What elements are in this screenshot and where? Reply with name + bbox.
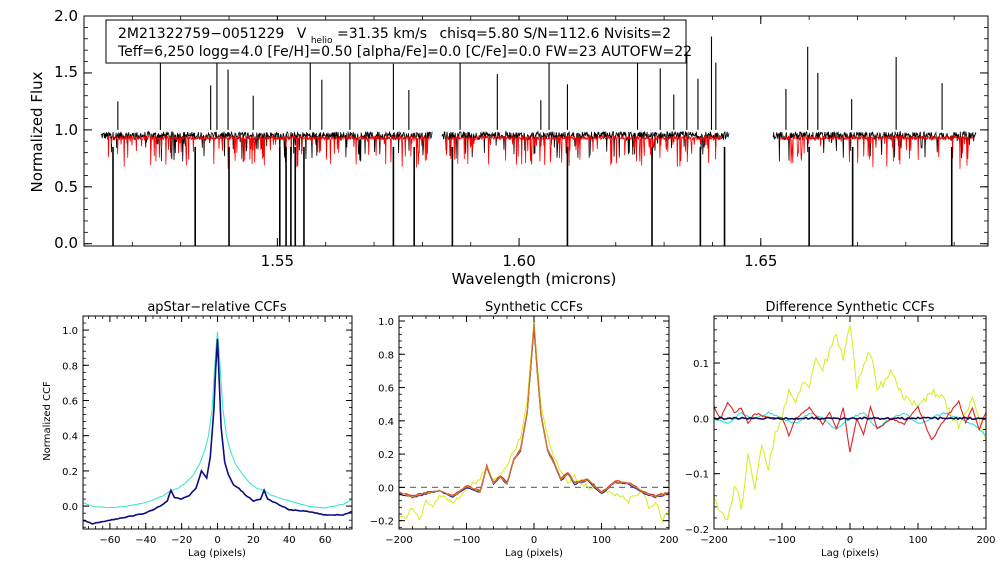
spectrum-annotation-line2: Teff=6,250 logg=4.0 [Fe/H]=0.50 [alpha/F… [117, 44, 692, 60]
synthetic-ccf-ytick-label: −0.2 [370, 517, 394, 528]
apstar-ccf-xtick-label: 60 [319, 535, 332, 546]
apstar-ccf-series-visit-2 [82, 338, 353, 525]
spectrum-annotation-line1: 2M21322759−0051229 V helio =31.35 km/s c… [118, 26, 671, 47]
difference-ccf-x-axis-label: Lag (pixels) [821, 548, 879, 559]
spectrum-xtick-label: 1.65 [744, 252, 777, 270]
apstar-ccf-ytick-label: 0.6 [62, 396, 78, 407]
apstar-ccf-ticks [83, 316, 352, 529]
apstar-ccf-panel: apStar−relative CCFs −60 −40 −20 0 20 40… [42, 300, 353, 559]
spectrum-ticks [83, 15, 988, 246]
star-id: 2M21322759−0051229 [118, 26, 284, 42]
apstar-ccf-ytick-label: 1.0 [62, 326, 78, 337]
synthetic-ccf-series-orange [398, 320, 670, 498]
difference-ccf-series-navy [713, 416, 987, 421]
observed-spectrum-line [772, 130, 977, 162]
spectrum-ytick-label: 0.5 [54, 178, 78, 196]
difference-ccf-panel: Difference Synthetic CCFs −200 −100 0 10… [685, 300, 996, 559]
apstar-ccf-xtick-label: −40 [135, 535, 156, 546]
synthetic-ccf-ytick-label: 0.8 [378, 350, 394, 361]
spectrum-xtick-label: 1.60 [502, 252, 535, 270]
difference-ccf-series-cyan [713, 410, 987, 436]
synthetic-ccf-series-blue [398, 327, 670, 499]
apstar-ccf-xtick-label: 40 [283, 535, 296, 546]
difference-ccf-xtick-label: 0 [847, 535, 853, 546]
apstar-ccf-y-axis-label: Normalized CCF [42, 381, 53, 461]
apstar-ccf-series-group [82, 331, 353, 525]
synthetic-ccf-xtick-label: 200 [659, 535, 678, 546]
spectrum-panel: 0.0 0.5 1.0 1.5 2.0 1.55 1.60 1.65 Wavel… [28, 7, 989, 288]
synthetic-ccf-plot-frame [398, 315, 670, 530]
fit-stats: chisq=5.80 S/N=112.6 Nvisits=2 [439, 26, 671, 42]
synthetic-ccf-ytick-label: 0.6 [378, 384, 394, 395]
observed-spectrum-line [441, 130, 730, 159]
spectrum-y-axis-label: Normalized Flux [28, 71, 46, 192]
difference-ccf-ytick-label: −0.2 [685, 525, 709, 536]
difference-ccf-title: Difference Synthetic CCFs [765, 300, 934, 315]
synthetic-ccf-xtick-label: 100 [592, 535, 611, 546]
spectrum-series-group [100, 36, 977, 246]
apstar-ccf-series-visit-1 [82, 331, 353, 509]
synthetic-ccf-series-group [398, 320, 670, 524]
spectrum-ytick-label: 1.0 [54, 121, 78, 139]
synthetic-ccf-series-red [398, 325, 670, 497]
difference-ccf-xtick-label: 200 [976, 535, 995, 546]
model-spectrum-line [779, 134, 974, 169]
apstar-ccf-ytick-label: 0.4 [62, 432, 78, 443]
apstar-ccf-ytick-label: 0.2 [62, 467, 78, 478]
difference-ccf-tick-labels: −200 −100 0 100 200 −0.2 −0.1 0.0 0.1 [685, 359, 996, 546]
vhelio-value: =31.35 km/s [337, 26, 427, 42]
synthetic-ccf-ytick-label: 0.0 [378, 483, 394, 494]
spectrum-annotation-box [105, 19, 687, 64]
spectrum-ytick-label: 0.0 [54, 234, 78, 252]
apstar-ccf-xtick-label: 20 [247, 535, 260, 546]
spectrum-xtick-label: 1.55 [261, 252, 294, 270]
synthetic-ccf-panel: Synthetic CCFs −200 −100 0 100 200 −0.2 … [370, 300, 679, 559]
apstar-ccf-xtick-label: 0 [214, 535, 220, 546]
synthetic-ccf-x-axis-label: Lag (pixels) [505, 548, 563, 559]
difference-ccf-series-red [713, 399, 987, 453]
apstar-ccf-xtick-label: −20 [171, 535, 192, 546]
difference-ccf-ytick-label: −0.1 [685, 470, 709, 481]
vhelio-subscript: helio [311, 36, 333, 46]
apstar-ccf-title: apStar−relative CCFs [147, 300, 287, 315]
synthetic-ccf-xtick-label: −200 [385, 535, 412, 546]
synthetic-ccf-xtick-label: 0 [531, 535, 537, 546]
difference-ccf-xtick-label: −200 [700, 535, 727, 546]
spectrum-x-axis-label: Wavelength (microns) [452, 270, 617, 288]
spectrum-plot-frame [83, 15, 989, 247]
difference-ccf-plot-frame [713, 315, 987, 530]
difference-ccf-ytick-label: 0.1 [693, 359, 709, 370]
difference-ccf-ticks [713, 316, 987, 530]
difference-ccf-xtick-label: 100 [908, 535, 927, 546]
synthetic-ccf-ytick-label: 0.4 [378, 417, 394, 428]
apstar-ccf-ytick-label: 0.8 [62, 361, 78, 372]
spectrum-ytick-label: 2.0 [54, 7, 78, 25]
synthetic-ccf-ytick-label: 0.2 [378, 450, 394, 461]
synthetic-ccf-title: Synthetic CCFs [485, 300, 583, 315]
difference-ccf-series-yellow [713, 324, 987, 521]
difference-ccf-series-group [713, 324, 987, 521]
difference-ccf-ytick-label: 0.0 [693, 414, 709, 425]
apstar-ccf-tick-labels: −60 −40 −20 0 20 40 60 0.0 0.2 0.4 0.6 0… [62, 326, 331, 546]
apstar-ccf-xtick-label: −60 [99, 535, 120, 546]
apstar-ccf-ytick-label: 0.0 [62, 502, 78, 513]
synthetic-ccf-xtick-label: −100 [453, 535, 480, 546]
vhelio-symbol: V [297, 26, 307, 42]
model-spectrum-line [106, 134, 430, 169]
spectrum-ytick-label: 1.5 [54, 63, 78, 81]
model-spectrum-line [445, 134, 723, 167]
synthetic-ccf-tick-labels: −200 −100 0 100 200 −0.2 0.0 0.2 0.4 0.6… [370, 317, 679, 546]
apstar-ccf-x-axis-label: Lag (pixels) [188, 548, 246, 559]
synthetic-ccf-series-yellow [398, 324, 670, 524]
synthetic-ccf-ytick-label: 1.0 [378, 317, 394, 328]
synthetic-ccf-ticks [398, 316, 670, 529]
difference-ccf-xtick-label: −100 [768, 535, 795, 546]
